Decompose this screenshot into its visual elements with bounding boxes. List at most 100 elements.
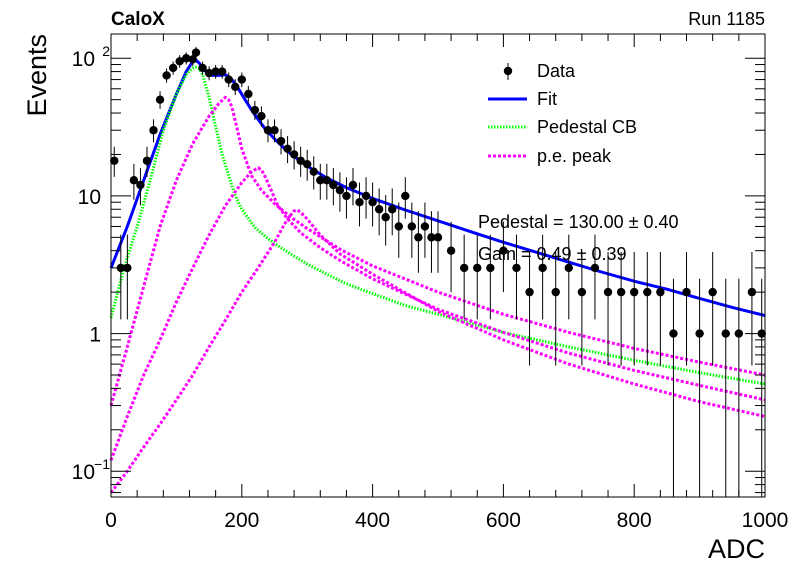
data-point-marker xyxy=(198,63,207,73)
data-point xyxy=(499,221,508,293)
data-point-marker xyxy=(129,176,139,185)
experiment-label: CaloX xyxy=(111,9,165,30)
data-point xyxy=(309,156,318,190)
data-point xyxy=(123,234,132,320)
data-point-marker xyxy=(734,329,744,338)
data-point-marker xyxy=(155,95,165,104)
data-point xyxy=(168,61,178,75)
data-point xyxy=(283,136,292,164)
data-point xyxy=(643,251,652,366)
data-point-marker xyxy=(374,205,384,214)
data-point xyxy=(303,149,312,181)
data-point-marker xyxy=(329,180,338,190)
data-point xyxy=(368,182,377,227)
data-point-marker xyxy=(656,287,665,297)
data-point-marker xyxy=(110,156,119,165)
data-point-marker xyxy=(270,126,279,135)
legend-item-pedestal: Pedestal CB xyxy=(488,117,637,137)
data-point-marker xyxy=(368,198,377,207)
data-point xyxy=(244,85,253,103)
data-point-marker xyxy=(708,287,717,297)
data-point xyxy=(407,202,417,258)
data-point-marker xyxy=(231,82,240,92)
data-point xyxy=(162,68,171,83)
data-point-marker xyxy=(322,176,332,185)
pedestal-annotation: Pedestal = 130.00 ± 0.40 xyxy=(478,212,679,232)
y-axis-label: Events xyxy=(22,34,52,117)
gain-annotation: Gain = 0.49 ± 0.39 xyxy=(478,244,626,264)
data-point-marker xyxy=(407,222,417,231)
data-point xyxy=(374,188,384,236)
data-point xyxy=(250,100,260,121)
data-point xyxy=(237,72,246,88)
data-point-marker xyxy=(420,222,430,231)
data-point-marker xyxy=(401,191,410,201)
data-point-marker xyxy=(355,198,364,207)
data-point xyxy=(270,119,279,143)
series-p-e-peak-1 xyxy=(109,95,766,407)
data-point-marker xyxy=(224,75,233,84)
data-point xyxy=(420,202,430,258)
data-point-marker xyxy=(211,67,220,76)
data-point-marker xyxy=(191,48,201,57)
data-point-marker xyxy=(603,287,613,297)
data-point-marker xyxy=(630,287,639,297)
data-point xyxy=(381,195,390,246)
data-point xyxy=(188,53,197,66)
data-point-marker xyxy=(348,180,358,190)
data-point-marker xyxy=(237,75,246,84)
series-pedestal-cb xyxy=(109,65,766,386)
data-point xyxy=(577,251,587,366)
legend-item-fit: Fit xyxy=(488,89,557,109)
data-point xyxy=(394,202,403,258)
data-point-marker xyxy=(643,287,652,297)
data-point xyxy=(263,119,273,143)
data-point xyxy=(656,251,665,366)
y-tick-label-base: 10 xyxy=(72,48,95,71)
data-point xyxy=(175,55,184,68)
y-tick-label-base: 10 xyxy=(72,461,95,484)
data-point xyxy=(110,146,119,177)
y-tick-label: 10 xyxy=(72,461,95,484)
data-point xyxy=(231,79,240,95)
data-point xyxy=(289,141,299,170)
data-point-marker xyxy=(499,246,508,255)
data-point-marker xyxy=(394,222,403,231)
data-point-marker xyxy=(289,150,299,159)
data-point xyxy=(224,72,233,88)
data-point-marker xyxy=(309,167,318,176)
data-point-marker xyxy=(250,105,260,115)
legend-fit-label: Fit xyxy=(537,89,557,109)
data-point-marker xyxy=(142,156,152,165)
data-point-marker xyxy=(459,263,469,273)
data-point-marker xyxy=(446,246,456,255)
data-point xyxy=(538,234,547,320)
data-point xyxy=(322,163,332,200)
data-point xyxy=(512,234,521,320)
legend-pedestal-label: Pedestal CB xyxy=(537,117,637,137)
data-point xyxy=(459,234,469,320)
data-point xyxy=(257,106,266,127)
run-label: Run 1185 xyxy=(688,9,765,29)
y-tick-label: 10 xyxy=(72,48,95,71)
data-point-marker xyxy=(486,263,495,273)
data-point-marker xyxy=(551,287,560,297)
x-tick-label: 0 xyxy=(105,509,117,532)
data-point-marker xyxy=(414,233,423,242)
data-point xyxy=(361,177,371,219)
data-point xyxy=(276,129,286,155)
legend-data-marker xyxy=(503,66,513,76)
data-point xyxy=(136,167,145,206)
data-point-marker xyxy=(162,71,171,80)
data-point xyxy=(401,177,410,219)
data-point-marker xyxy=(283,144,292,153)
legend-item-pe-peak: p.e. peak xyxy=(488,146,612,166)
data-point xyxy=(355,182,364,227)
data-point xyxy=(142,146,152,177)
plot-frame xyxy=(110,33,766,498)
data-point xyxy=(149,119,158,143)
data-point-marker xyxy=(361,191,371,201)
data-point-marker xyxy=(257,111,266,121)
